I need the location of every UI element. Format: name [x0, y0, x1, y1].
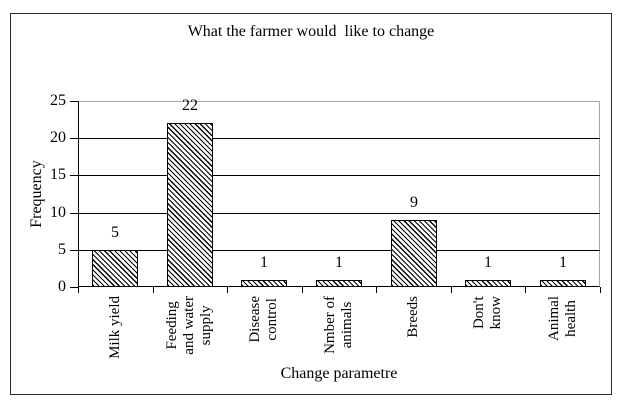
bar [92, 250, 138, 287]
x-category-label-line: health [563, 300, 579, 337]
x-category-label-line: Disease [247, 296, 263, 343]
bar [167, 123, 213, 287]
bar-value-label: 1 [559, 254, 567, 271]
bar-value-label: 22 [182, 97, 198, 114]
y-tick-label: 0 [58, 278, 66, 295]
x-category-label-line: Feeding [164, 301, 180, 350]
x-category-label: Animal health [546, 296, 580, 341]
x-category-label-line: animals [339, 301, 355, 349]
x-category-label-line: know [488, 296, 504, 330]
y-tick-label: 10 [50, 204, 66, 221]
y-tick [70, 250, 78, 251]
y-tick-label: 25 [50, 92, 66, 109]
x-category-label-line: Don't [471, 296, 487, 330]
y-tick [70, 287, 78, 288]
x-tick [600, 287, 601, 293]
x-category-label: Don't know [471, 296, 505, 329]
x-category-label-line: Milk yield [107, 296, 123, 359]
x-category-label-line: Nmber of [322, 296, 338, 354]
bar [241, 280, 287, 287]
x-axis-title: Change parametre [280, 365, 398, 382]
chart-title: What the farmer would like to change [187, 23, 435, 40]
bar-value-label: 1 [260, 254, 268, 271]
x-tick [525, 287, 526, 293]
bar [540, 280, 586, 287]
bar-value-label: 5 [111, 224, 119, 241]
y-tick-label: 20 [50, 129, 66, 146]
x-category-label-line: Animal [546, 296, 562, 341]
y-tick-label: 5 [58, 241, 66, 258]
gridline [79, 138, 600, 139]
x-category-label: Feeding and water supply [164, 296, 215, 355]
bar [465, 280, 511, 287]
x-tick [78, 287, 79, 293]
x-category-label: Nmber of animals [322, 296, 356, 354]
gridline [79, 213, 600, 214]
y-tick [70, 138, 78, 139]
x-category-label-line: supply [198, 305, 214, 346]
chart-figure: What the farmer would like to change Fre… [10, 13, 612, 395]
gridline [79, 175, 600, 176]
x-tick [451, 287, 452, 293]
bar-value-label: 9 [410, 194, 418, 211]
x-tick [376, 287, 377, 293]
y-tick [70, 175, 78, 176]
plot-area [78, 101, 600, 287]
x-category-label-line: control [264, 298, 280, 341]
y-tick-label: 15 [50, 166, 66, 183]
x-tick [153, 287, 154, 293]
x-tick [302, 287, 303, 293]
x-category-label-line: and water [181, 296, 197, 355]
bar-value-label: 1 [335, 254, 343, 271]
x-tick [227, 287, 228, 293]
x-category-label: Breeds [405, 296, 422, 338]
bar [316, 280, 362, 287]
y-tick [70, 213, 78, 214]
x-category-label-line: Breeds [405, 296, 421, 338]
x-category-label: Disease control [247, 296, 281, 343]
bar [391, 220, 437, 287]
gridline [79, 250, 600, 251]
x-category-label: Milk yield [107, 296, 124, 359]
bar-value-label: 1 [484, 254, 492, 271]
y-tick [70, 101, 78, 102]
